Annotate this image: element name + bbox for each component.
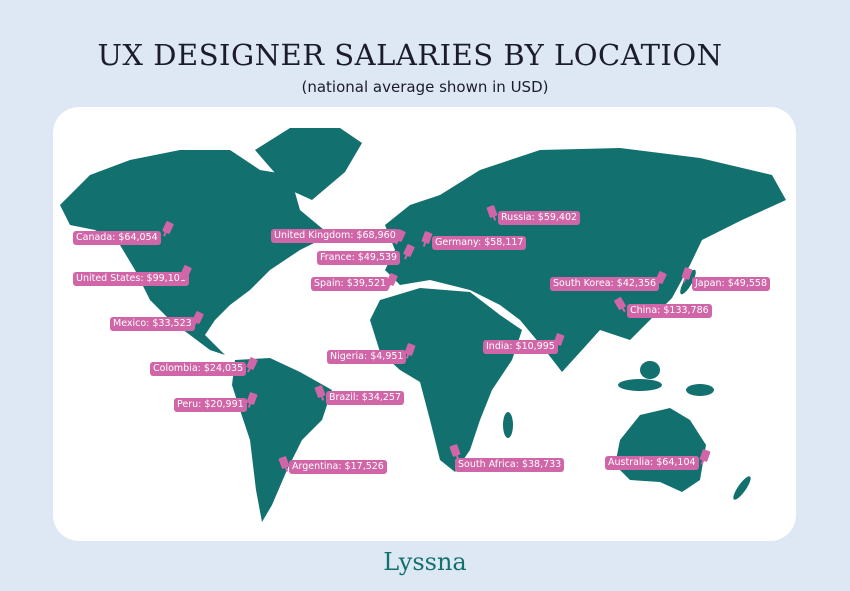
page-title: UX DESIGNER SALARIES BY LOCATION bbox=[97, 38, 723, 72]
marker-label-south-korea: South Korea: $42,356 bbox=[550, 277, 660, 291]
marker-label-france: France: $49,539 bbox=[317, 251, 401, 265]
marker-label-south-africa: South Africa: $38,733 bbox=[455, 458, 565, 472]
marker-label-peru: Peru: $20,991 bbox=[174, 398, 247, 412]
lyssna-logo: Lyssna bbox=[383, 548, 467, 576]
marker-label-russia: Russia: $59,402 bbox=[498, 211, 581, 225]
marker-label-colombia: Colombia: $24,035 bbox=[150, 362, 247, 376]
north-america bbox=[60, 150, 330, 360]
eurasia bbox=[385, 148, 786, 372]
marker-label-japan: Japan: $49,558 bbox=[692, 277, 771, 291]
japan bbox=[680, 269, 696, 295]
marker-label-mexico: Mexico: $33,523 bbox=[110, 317, 195, 331]
marker-label-spain: Spain: $39,521 bbox=[311, 277, 390, 291]
marker-label-china: China: $133,786 bbox=[627, 304, 712, 318]
new-guinea bbox=[686, 384, 714, 396]
madagascar bbox=[503, 412, 513, 438]
africa bbox=[370, 288, 522, 472]
marker-label-india: India: $10,995 bbox=[483, 340, 558, 354]
marker-label-canada: Canada: $64,054 bbox=[73, 231, 161, 245]
marker-label-argentina: Argentina: $17,526 bbox=[289, 460, 387, 474]
marker-label-united-kingdom: United Kingdom: $68,960 bbox=[271, 229, 399, 243]
marker-label-nigeria: Nigeria: $4,951 bbox=[327, 350, 407, 364]
marker-label-brazil: Brazil: $34,257 bbox=[326, 391, 405, 405]
marker-label-united-states: United States: $99,101 bbox=[73, 272, 189, 286]
new-zealand bbox=[733, 476, 751, 500]
indonesia bbox=[618, 379, 662, 391]
marker-label-germany: Germany: $58,117 bbox=[432, 236, 527, 250]
marker-label-australia: Australia: $64,104 bbox=[605, 456, 699, 470]
australia bbox=[615, 408, 706, 492]
page-subtitle: (national average shown in USD) bbox=[301, 78, 549, 96]
greenland bbox=[255, 128, 362, 200]
south-america bbox=[232, 358, 332, 522]
borneo bbox=[640, 361, 660, 379]
